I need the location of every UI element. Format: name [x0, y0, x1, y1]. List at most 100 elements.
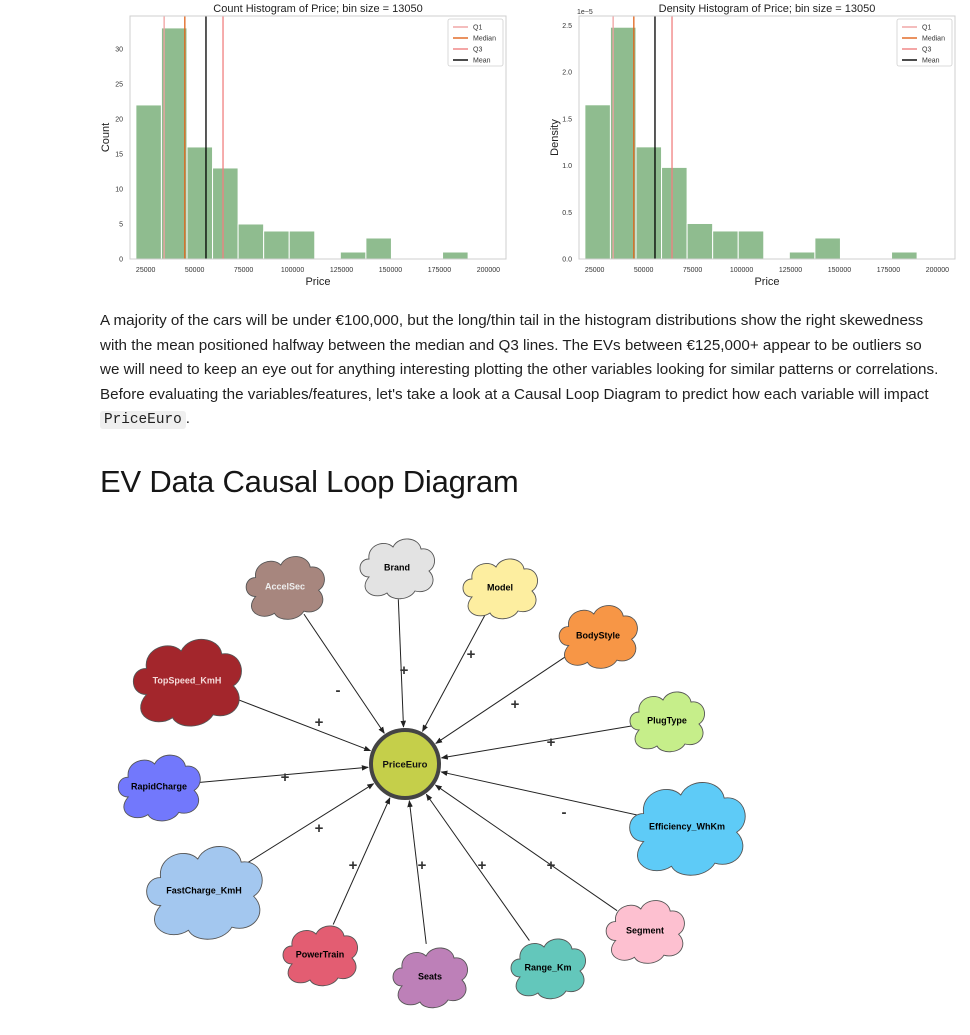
- center-node-label: PriceEuro: [383, 760, 428, 771]
- count-legend-entry: Mean: [473, 58, 491, 65]
- node-accelsec-cloud: [245, 556, 325, 620]
- density-xlabel: Price: [754, 276, 779, 288]
- density-bar: [584, 104, 611, 260]
- count-ytick-label: 30: [115, 46, 123, 53]
- count-xlabel: Price: [305, 276, 330, 288]
- count-histogram: Count Histogram of Price; bin size = 130…: [96, 0, 516, 292]
- count-title: Count Histogram of Price; bin size = 130…: [213, 3, 422, 15]
- density-bar: [814, 237, 841, 260]
- paragraph-end: .: [185, 410, 190, 428]
- sign-topspeed-kmh: +: [315, 714, 324, 731]
- causal-loop-diagram-svg: Brand Model BodyStyle PlugType Efficiency_Wh…: [117, 538, 746, 1009]
- density-legend-entry: Median: [922, 36, 945, 43]
- count-ytick-label: 20: [115, 116, 123, 123]
- node-fastcharge-kmh-cloud: [146, 846, 263, 940]
- node-seats-label: Seats: [418, 972, 442, 982]
- density-bar: [788, 251, 816, 260]
- count-legend: [447, 18, 504, 67]
- causal-loop-diagram: Brand Model BodyStyle PlugType Efficiency_Wh…: [90, 520, 790, 1025]
- density-bar: [661, 166, 688, 260]
- node-topspeed-kmh-label: TopSpeed_KmH: [153, 676, 222, 686]
- node-plugtype: [629, 691, 706, 753]
- edge-rapidcharge: [194, 765, 369, 784]
- sign-rapidcharge: +: [281, 769, 290, 786]
- node-model-cloud: [462, 558, 539, 620]
- count-frame: [129, 15, 507, 260]
- count-bar: [237, 223, 265, 260]
- sign-brand: +: [400, 662, 409, 679]
- edge-plugtype: [440, 724, 636, 760]
- density-legend-entry: Q1: [922, 25, 931, 32]
- edge-accelsec: [303, 613, 385, 734]
- node-topspeed-kmh: [132, 638, 242, 727]
- node-rapidcharge: [117, 754, 201, 822]
- density-xtick-label: 100000: [730, 267, 753, 274]
- description-paragraph: A majority of the cars will be under €10…: [100, 309, 940, 433]
- count-xtick-label: 200000: [477, 267, 500, 274]
- node-bodystyle: [558, 605, 638, 669]
- node-powertrain: [282, 925, 359, 987]
- edge-seats: [407, 800, 427, 944]
- density-bar: [609, 26, 637, 260]
- count-xtick-label: 150000: [379, 267, 402, 274]
- node-range-km-label: Range_Km: [524, 963, 571, 973]
- density-ytick-label: 1.0: [562, 163, 572, 170]
- sign-seats: +: [418, 857, 427, 874]
- count-xtick-label: 175000: [428, 267, 451, 274]
- node-plugtype-label: PlugType: [647, 716, 687, 726]
- edge-segment: [434, 784, 618, 912]
- density-ytick-label: 2.0: [562, 70, 572, 77]
- node-range-km-cloud: [510, 938, 587, 1000]
- density-ytick-label: 2.5: [562, 23, 572, 30]
- node-fastcharge-kmh-label: FastCharge_KmH: [166, 886, 242, 896]
- node-segment: [605, 900, 685, 964]
- sign-range-km: +: [478, 857, 487, 874]
- node-efficiency-whkm-label: Efficiency_WhKm: [649, 822, 725, 832]
- density-xtick-label: 200000: [926, 267, 949, 274]
- density-bar: [635, 146, 663, 260]
- density-frame: [578, 15, 956, 260]
- sign-bodystyle: +: [511, 696, 520, 713]
- density-bar: [712, 230, 739, 260]
- density-offset-label: 1e−5: [577, 9, 593, 16]
- count-bar: [186, 146, 214, 260]
- node-brand: [359, 538, 436, 600]
- density-ytick-label: 0.0: [562, 257, 572, 264]
- density-legend-entry: Mean: [922, 58, 940, 65]
- sign-efficiency-whkm: -: [562, 804, 567, 821]
- node-plugtype-cloud: [629, 691, 706, 753]
- node-rapidcharge-label: RapidCharge: [131, 782, 187, 792]
- count-bar: [212, 167, 239, 260]
- edge-range-km: [425, 793, 530, 941]
- node-efficiency-whkm-cloud: [629, 782, 746, 876]
- density-bar: [686, 222, 714, 260]
- inline-code: PriceEuro: [100, 411, 186, 430]
- count-ytick-label: 0: [119, 257, 123, 264]
- node-model: [462, 558, 539, 620]
- density-xtick-label: 50000: [634, 267, 654, 274]
- paragraph-text: A majority of the cars will be under €10…: [100, 312, 939, 403]
- count-bar: [339, 251, 367, 260]
- density-ytick-label: 0.5: [562, 210, 572, 217]
- edge-fastcharge-kmh: [246, 783, 375, 864]
- edge-powertrain: [332, 797, 391, 925]
- node-powertrain-label: PowerTrain: [296, 950, 345, 960]
- count-bar: [288, 230, 316, 260]
- count-histogram-svg: Count Histogram of Price; bin size = 130…: [100, 3, 507, 288]
- edge-model: [422, 615, 486, 733]
- count-xtick-label: 100000: [281, 267, 304, 274]
- node-rapidcharge-cloud: [117, 754, 201, 822]
- density-legend: [896, 18, 953, 67]
- node-range-km: [510, 938, 587, 1000]
- count-xtick-label: 75000: [234, 267, 254, 274]
- count-ylabel: Count: [100, 123, 112, 152]
- node-powertrain-cloud: [282, 925, 359, 987]
- node-accelsec-label: AccelSec: [265, 582, 305, 592]
- count-legend-entry: Median: [473, 36, 496, 43]
- sign-segment: +: [547, 857, 556, 874]
- density-bar: [891, 251, 918, 260]
- node-brand-label: Brand: [384, 563, 410, 573]
- center-node: [369, 728, 441, 800]
- sign-fastcharge-kmh: +: [315, 820, 324, 837]
- node-accelsec: [245, 556, 325, 620]
